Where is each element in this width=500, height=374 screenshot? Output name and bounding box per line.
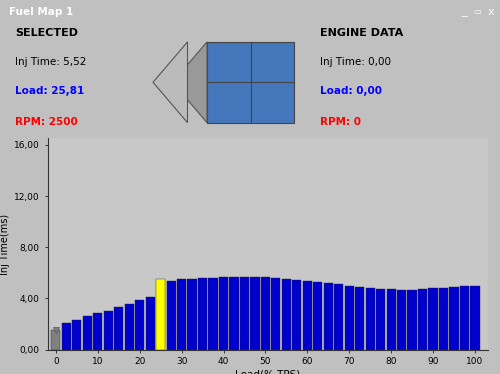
Bar [114, 307, 124, 350]
Bar [272, 278, 280, 350]
Bar [386, 289, 396, 350]
Bar [460, 286, 469, 350]
Bar [219, 278, 228, 350]
Bar [324, 283, 333, 350]
Bar [146, 297, 155, 350]
Text: Load: 0,00: Load: 0,00 [320, 86, 382, 96]
Text: _: _ [461, 7, 467, 17]
Bar [207, 42, 294, 123]
Bar [366, 288, 375, 350]
Bar [334, 284, 344, 350]
Bar [52, 330, 60, 350]
Text: SELECTED: SELECTED [15, 28, 78, 38]
Text: x: x [488, 7, 494, 17]
Bar [355, 287, 364, 350]
Bar [261, 278, 270, 350]
Text: ▭: ▭ [474, 7, 482, 17]
Bar [240, 277, 249, 350]
Bar [408, 290, 416, 350]
Bar [208, 278, 218, 350]
Bar [82, 316, 92, 350]
Text: ENGINE DATA: ENGINE DATA [320, 28, 403, 38]
Bar [104, 311, 113, 350]
Bar [230, 277, 238, 350]
Bar [450, 287, 458, 350]
Bar [93, 313, 102, 350]
Bar [470, 286, 480, 350]
X-axis label: Load(% TPS): Load(% TPS) [235, 369, 300, 374]
Bar [166, 280, 175, 350]
Bar [62, 324, 71, 350]
Text: Inj Time: 5,52: Inj Time: 5,52 [15, 58, 86, 67]
Bar [397, 290, 406, 350]
Bar [177, 279, 186, 350]
Text: Inj Time: 0,00: Inj Time: 0,00 [320, 58, 391, 67]
Y-axis label: Inj Time(ms): Inj Time(ms) [0, 214, 10, 275]
Bar [428, 288, 438, 350]
Bar [439, 288, 448, 350]
Bar [313, 282, 322, 350]
Bar [344, 286, 354, 350]
Bar [135, 300, 144, 350]
Polygon shape [172, 42, 207, 123]
Bar [198, 278, 207, 350]
Text: RPM: 0: RPM: 0 [320, 117, 361, 127]
Bar [282, 279, 291, 350]
Bar [156, 279, 166, 350]
Bar [250, 277, 260, 350]
Text: Load: 25,81: Load: 25,81 [15, 86, 84, 96]
Bar [376, 289, 386, 350]
Bar [124, 304, 134, 350]
Bar [188, 279, 196, 350]
Text: RPM: 2500: RPM: 2500 [15, 117, 78, 127]
Bar [72, 320, 82, 350]
Bar [302, 280, 312, 350]
Polygon shape [153, 42, 188, 123]
Text: Fuel Map 1: Fuel Map 1 [9, 7, 73, 17]
Bar [292, 279, 302, 350]
Bar [418, 289, 427, 350]
